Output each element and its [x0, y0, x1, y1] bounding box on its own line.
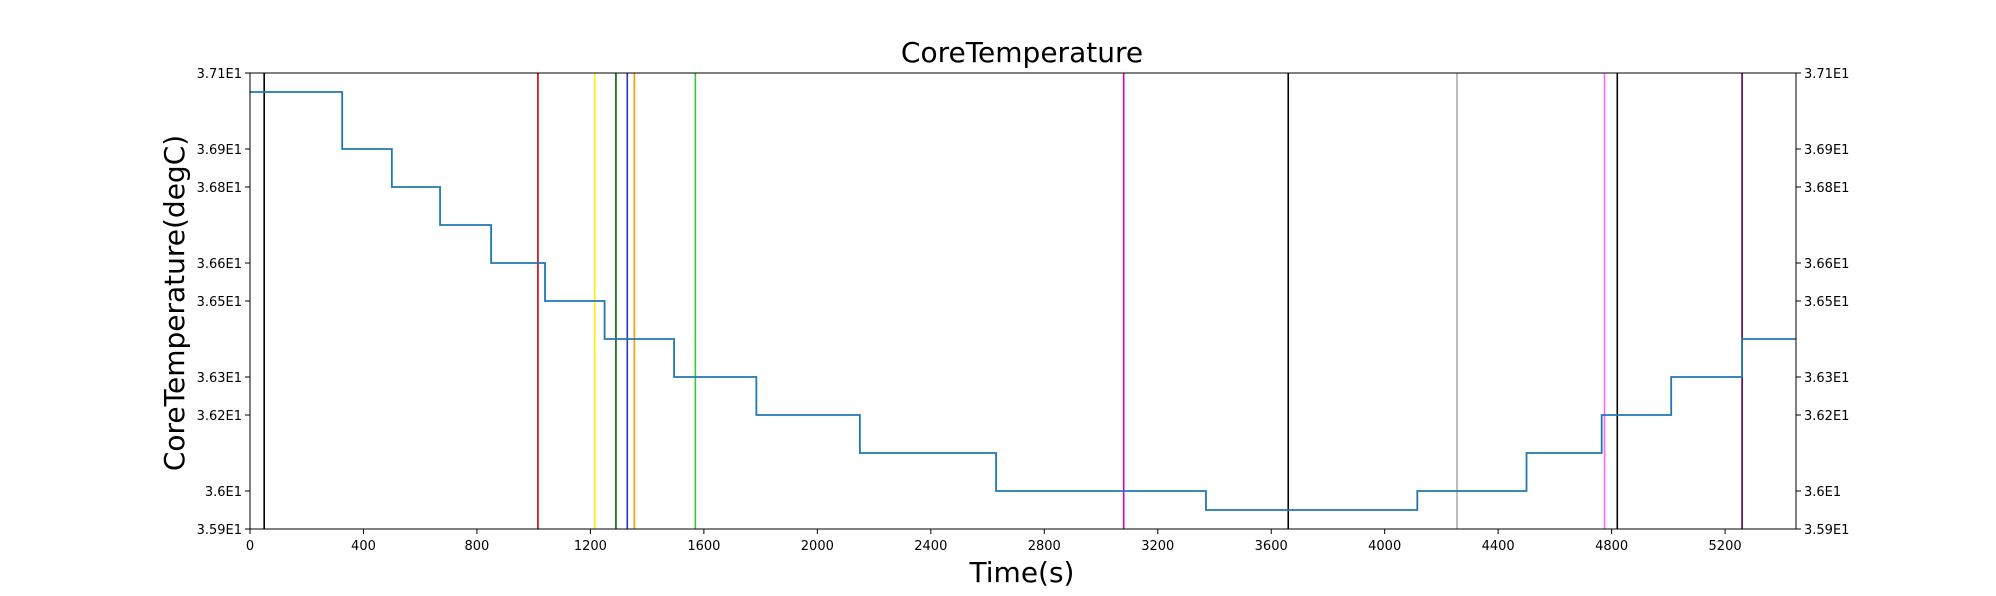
- x-tick-label-10: 4000: [1368, 539, 1401, 554]
- x-tick-label-8: 3200: [1141, 539, 1174, 554]
- x-tick-label-0: 0: [246, 539, 254, 554]
- y-tick-label-4: 3.65E1: [197, 295, 242, 310]
- y-tick-label-8: 3.71E1: [197, 67, 242, 82]
- y-tick-label-right-1: 3.6E1: [1804, 485, 1841, 500]
- y-tick-label-right-2: 3.62E1: [1804, 409, 1849, 424]
- y-tick-label-right-3: 3.63E1: [1804, 371, 1849, 386]
- x-tick-label-3: 1200: [574, 539, 607, 554]
- x-tick-label-13: 5200: [1709, 539, 1742, 554]
- vertical-markers: [263, 73, 1743, 529]
- y-tick-label-right-7: 3.69E1: [1804, 143, 1849, 158]
- plot-frame: [249, 72, 1797, 530]
- y-tick-label-right-0: 3.59E1: [1804, 523, 1849, 538]
- y-tick-label-right-6: 3.68E1: [1804, 181, 1849, 196]
- y-tick-label-2: 3.62E1: [197, 409, 242, 424]
- y-tick-label-7: 3.69E1: [197, 143, 242, 158]
- y-tick-label-6: 3.68E1: [197, 181, 242, 196]
- y-tick-label-right-5: 3.66E1: [1804, 257, 1849, 272]
- y-tick-label-3: 3.63E1: [197, 371, 242, 386]
- y-tick-label-5: 3.66E1: [197, 257, 242, 272]
- x-tick-label-9: 3600: [1255, 539, 1288, 554]
- y-tick-label-0: 3.59E1: [197, 523, 242, 538]
- series-group: [250, 91, 1796, 511]
- x-tick-label-2: 800: [465, 539, 490, 554]
- y-tick-label-right-8: 3.71E1: [1804, 67, 1849, 82]
- x-tick-label-4: 1600: [687, 539, 720, 554]
- y-axis-right: 3.59E1 3.6E1 3.62E1 3.63E1 3.65E1 3.66E1 3.68E…: [1796, 67, 1849, 538]
- x-axis-title: Time(s): [969, 556, 1075, 589]
- x-tick-label-6: 2400: [914, 539, 947, 554]
- y-axis-left: 3.59E1 3.6E1 3.62E1 3.63E1 3.65E1 3.66E1 3.68E…: [197, 67, 250, 538]
- x-axis: 0 400 800 1200 1600 2000 2400 2800 3200 3600 4000 4…: [246, 529, 1742, 554]
- x-tick-label-1: 400: [351, 539, 376, 554]
- y-axis-title: CoreTemperature(degC): [158, 135, 191, 471]
- y-tick-label-1: 3.6E1: [205, 485, 242, 500]
- x-tick-label-12: 4800: [1595, 539, 1628, 554]
- x-tick-label-7: 2800: [1028, 539, 1061, 554]
- chart-title: CoreTemperature: [901, 36, 1143, 69]
- series-line-0: [250, 91, 1796, 511]
- x-tick-label-11: 4400: [1482, 539, 1515, 554]
- y-tick-label-right-4: 3.65E1: [1804, 295, 1849, 310]
- x-tick-label-5: 2000: [801, 539, 834, 554]
